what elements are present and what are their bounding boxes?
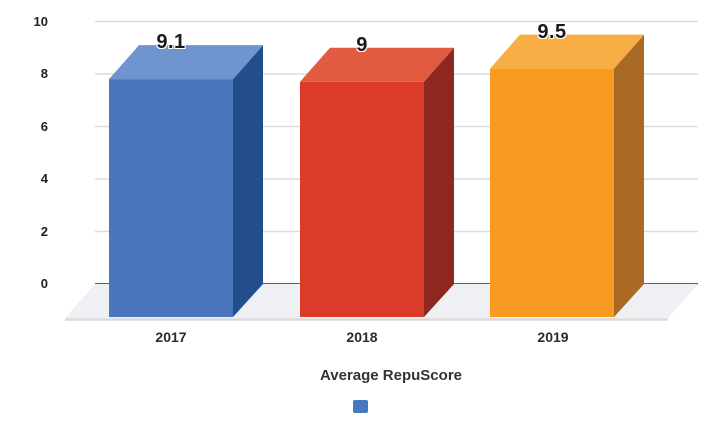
legend-swatch[interactable]: [353, 400, 368, 413]
y-tick-4: 4: [40, 171, 48, 186]
x-tick-2017: 2017: [155, 329, 187, 345]
y-tick-8: 8: [40, 66, 48, 81]
x-tick-2019: 2019: [537, 329, 569, 345]
value-label-2018: 9: [356, 34, 368, 56]
bar-2017[interactable]: [109, 79, 233, 317]
value-label-2017: 9.1: [156, 31, 186, 53]
bar-side-2019: [614, 34, 644, 317]
bar-2018[interactable]: [300, 81, 424, 317]
y-tick-2: 2: [40, 224, 48, 239]
bar-side-2017: [233, 45, 263, 317]
y-tick-0: 0: [40, 276, 48, 291]
y-tick-10: 10: [33, 14, 48, 29]
x-tick-2018: 2018: [346, 329, 378, 345]
legend-title: Average RepuScore: [319, 367, 463, 384]
bar-top-2018: [300, 47, 454, 82]
value-label-2019: 9.5: [537, 21, 567, 43]
bar-top-2017: [109, 45, 263, 80]
bar-top-2019: [490, 34, 644, 69]
bar-side-2018: [424, 47, 454, 317]
y-tick-6: 6: [40, 119, 48, 134]
bar-2019[interactable]: [490, 68, 614, 317]
